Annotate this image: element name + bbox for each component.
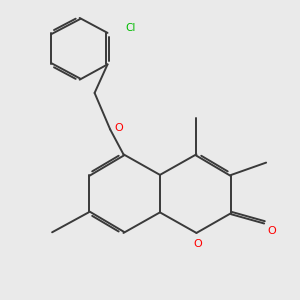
Text: O: O bbox=[268, 226, 276, 236]
Text: Cl: Cl bbox=[125, 23, 136, 33]
Text: O: O bbox=[193, 239, 202, 249]
Text: O: O bbox=[114, 123, 123, 134]
